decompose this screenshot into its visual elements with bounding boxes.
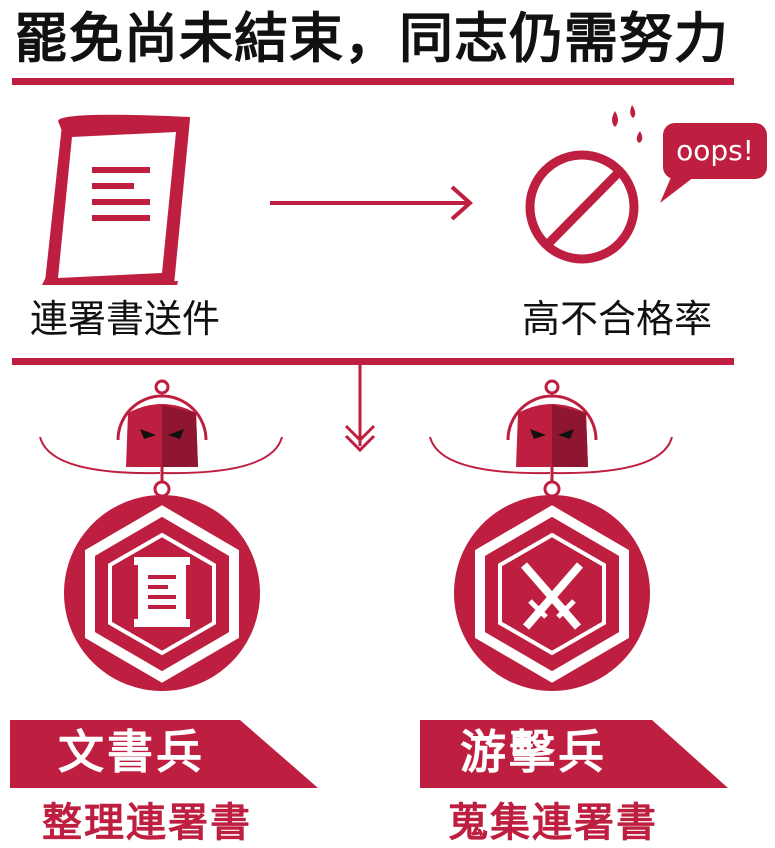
masked-head-icon <box>516 404 588 467</box>
unit-task-guerrilla: 蒐集連署書 <box>448 800 658 846</box>
unit-task-clerk: 整理連署書 <box>42 800 252 846</box>
step-left-label: 連署書送件 <box>30 297 221 341</box>
crossed-swords-icon <box>520 562 584 630</box>
speech-bubble-text: oops! <box>676 134 754 167</box>
page-title: 罷免尚未結束，同志仍需努力 <box>14 7 729 70</box>
right-arrow-icon <box>270 185 474 221</box>
prohibited-icon <box>525 105 643 264</box>
masked-head-icon <box>126 404 198 467</box>
clerk-emblem <box>39 379 283 691</box>
speech-bubble <box>660 123 767 203</box>
unit-name-clerk: 文書兵 <box>58 725 205 779</box>
scroll-document-icon <box>42 114 190 285</box>
down-arrow-icon <box>344 362 376 453</box>
document-icon <box>134 557 190 627</box>
middle-divider <box>12 358 734 365</box>
top-divider <box>12 78 734 85</box>
step-right-label: 高不合格率 <box>522 297 713 341</box>
guerrilla-emblem <box>429 379 673 691</box>
banners <box>10 720 728 788</box>
flow-top <box>42 105 767 285</box>
unit-name-guerrilla: 游擊兵 <box>460 725 607 779</box>
